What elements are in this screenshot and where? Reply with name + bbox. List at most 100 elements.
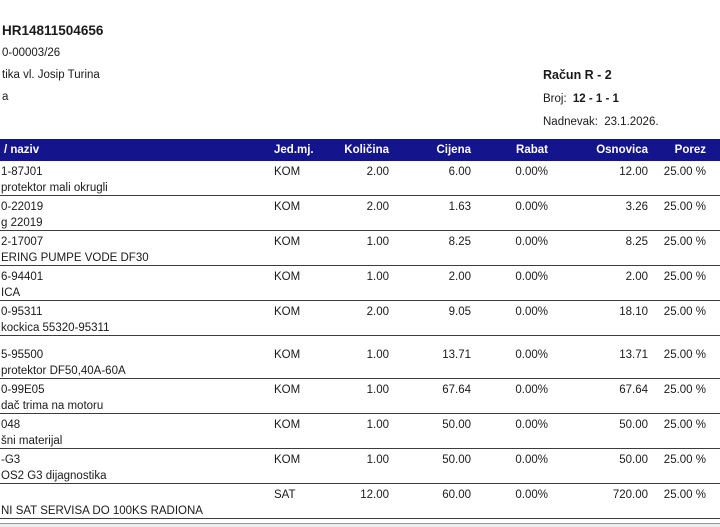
item-tax-rate: 25.00 % [663,306,706,318]
item-unit: KOM [274,419,301,431]
column-header-osnovica: Osnovica [596,144,648,156]
item-price: 6.00 [448,166,471,178]
table-row: 048 KOM 1.00 50.00 0.00% 50.00 25.00 % š… [0,414,720,449]
invoice-number-value: 12 - 1 - 1 [572,93,619,105]
item-name: dač trima na motoru [1,400,104,412]
item-name: NI SAT SERVISA DO 100KS RADIONA [1,505,203,517]
item-price: 2.00 [448,271,471,283]
item-unit: KOM [274,271,301,283]
item-price: 13.71 [442,349,471,361]
item-quantity: 12.00 [360,489,389,501]
item-tax-rate: 25.00 % [663,419,706,431]
item-price: 8.25 [448,236,471,248]
table-row: 5-95500 KOM 1.00 13.71 0.00% 13.71 25.00… [0,344,720,379]
row-values-line: 5-95500 KOM 1.00 13.71 0.00% 13.71 25.00… [0,344,720,364]
item-base-amount: 67.64 [619,384,648,396]
item-code: 0-22019 [1,201,44,213]
table-row: 0-99E05 KOM 1.00 67.64 0.00% 67.64 25.00… [0,379,720,414]
row-values-line: 0-95311 KOM 2.00 9.05 0.00% 18.10 25.00 … [0,301,720,321]
invoice-number-label: Broj: [543,93,567,105]
table-row: 0-95311 KOM 2.00 9.05 0.00% 18.10 25.00 … [0,301,720,336]
item-price: 67.64 [442,384,471,396]
item-base-amount: 50.00 [619,454,648,466]
company-vat-id: HR14811504656 [2,23,104,38]
item-tax-rate: 25.00 % [663,384,706,396]
item-discount: 0.00% [515,306,548,318]
item-discount: 0.00% [515,236,548,248]
item-name: protektor DF50,40A-60A [1,365,126,377]
item-unit: KOM [274,166,301,178]
item-unit: KOM [274,349,301,361]
item-name: šni materijal [1,435,63,447]
item-tax-rate: 25.00 % [663,166,706,178]
item-code: 048 [1,419,21,431]
item-discount: 0.00% [515,489,548,501]
item-quantity: 1.00 [366,419,389,431]
table-header-row: / naziv Jed.mj. Količina Cijena Rabat Os… [0,139,720,161]
table-row: 1-87J01 KOM 2.00 6.00 0.00% 12.00 25.00 … [0,161,720,196]
item-quantity: 1.00 [366,384,389,396]
item-name: ICA [1,287,21,299]
item-discount: 0.00% [515,271,548,283]
item-unit: KOM [274,306,301,318]
row-values-line: 2-17007 KOM 1.00 8.25 0.00% 8.25 25.00 % [0,231,720,251]
item-base-amount: 720.00 [612,489,648,501]
item-quantity: 2.00 [366,166,389,178]
item-base-amount: 2.00 [625,271,648,283]
column-header-naziv: / naziv [4,144,40,156]
item-tax-rate: 25.00 % [663,236,706,248]
item-quantity: 2.00 [366,306,389,318]
item-code: 6-94401 [1,271,44,283]
table-row: -G3 KOM 1.00 50.00 0.00% 50.00 25.00 % O… [0,449,720,484]
item-base-amount: 12.00 [619,166,648,178]
invoice-number-line: Broj: 12 - 1 - 1 [543,93,619,105]
item-price: 50.00 [442,419,471,431]
item-name: g 22019 [1,217,43,229]
item-unit: SAT [274,489,296,501]
table-row: 2-17007 KOM 1.00 8.25 0.00% 8.25 25.00 %… [0,231,720,266]
row-values-line: 1-87J01 KOM 2.00 6.00 0.00% 12.00 25.00 … [0,161,720,181]
item-unit: KOM [274,454,301,466]
item-base-amount: 3.26 [625,201,648,213]
company-address-line: a [2,91,9,103]
column-header-kolicina: Količina [344,144,389,156]
item-quantity: 1.00 [366,454,389,466]
item-tax-rate: 25.00 % [663,271,706,283]
page-bottom-edge [0,523,720,527]
item-name: protektor mali okrugli [1,182,108,194]
item-price: 1.63 [448,201,471,213]
item-base-amount: 13.71 [619,349,648,361]
row-values-line: 6-94401 KOM 1.00 2.00 0.00% 2.00 25.00 % [0,266,720,286]
item-tax-rate: 25.00 % [663,489,706,501]
item-price: 60.00 [442,489,471,501]
item-name: kockica 55320-95311 [1,322,110,334]
item-discount: 0.00% [515,419,548,431]
item-code: 5-95500 [1,349,44,361]
invoice-title: Račun R - 2 [543,68,612,82]
invoice-date-label: Nadnevak: [543,116,598,128]
item-code: 0-95311 [1,306,43,318]
item-code: 0-99E05 [1,384,45,396]
item-tax-rate: 25.00 % [663,349,706,361]
item-name: OS2 G3 dijagnostika [1,470,107,482]
item-quantity: 1.00 [366,236,389,248]
invoice-date-value: 23.1.2026. [604,116,659,128]
item-quantity: 2.00 [366,201,389,213]
column-header-jedmj: Jed.mj. [274,144,314,156]
item-code: 2-17007 [1,236,44,248]
company-name-line: tika vl. Josip Turina [2,69,100,81]
item-quantity: 1.00 [366,271,389,283]
row-values-line: 0-22019 KOM 2.00 1.63 0.00% 3.26 25.00 % [0,196,720,216]
item-unit: KOM [274,384,301,396]
item-base-amount: 50.00 [619,419,648,431]
item-unit: KOM [274,236,301,248]
table-row: SAT 12.00 60.00 0.00% 720.00 25.00 % NI … [0,484,720,519]
item-base-amount: 8.25 [625,236,648,248]
row-values-line: -G3 KOM 1.00 50.00 0.00% 50.00 25.00 % [0,449,720,469]
item-discount: 0.00% [515,454,548,466]
item-code: -G3 [1,454,21,466]
document-number: 0-00003/26 [2,47,61,59]
invoice-rows: 1-87J01 KOM 2.00 6.00 0.00% 12.00 25.00 … [0,161,720,519]
item-price: 50.00 [442,454,471,466]
item-discount: 0.00% [515,201,548,213]
